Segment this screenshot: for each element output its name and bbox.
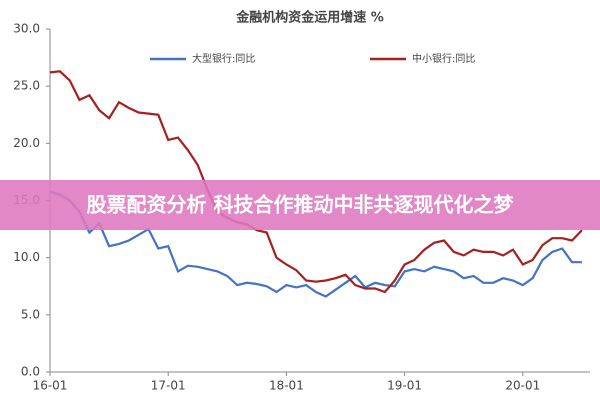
legend-label: 大型银行:同比 [192, 52, 255, 65]
chart-title: 金融机构资金运用增速 % [235, 10, 384, 26]
y-tick-label: 5.0 [21, 307, 40, 321]
y-tick-label: 0.0 [21, 365, 40, 379]
x-tick-label: 16-01 [33, 379, 68, 393]
series-line [49, 70, 583, 294]
x-tick-label: 20-01 [505, 379, 540, 393]
y-tick-label: 30.0 [13, 22, 40, 36]
y-tick-label: 25.0 [13, 79, 40, 93]
banner-bg [0, 180, 600, 230]
banner-text: 股票配资分析 科技合作推动中非共逐现代化之梦 [87, 193, 515, 217]
series-line [49, 190, 582, 298]
x-tick-label: 18-01 [269, 379, 304, 393]
legend-label: 中小银行:同比 [412, 52, 475, 65]
x-tick-label: 17-01 [151, 379, 186, 393]
y-tick-label: 10.0 [13, 250, 40, 264]
x-tick-label: 19-01 [387, 379, 422, 393]
y-tick-label: 20.0 [13, 136, 40, 150]
